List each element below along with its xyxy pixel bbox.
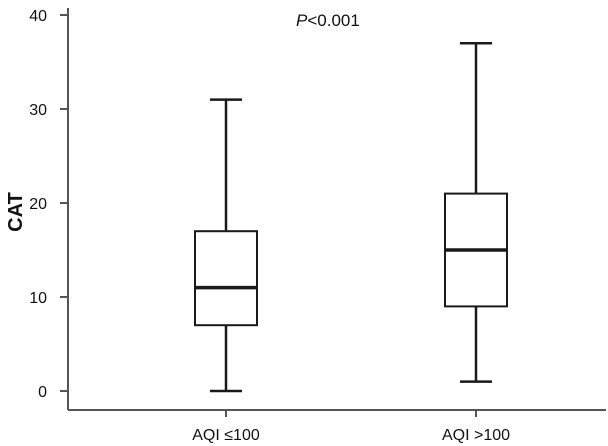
y-tick-label: 40 <box>29 8 47 25</box>
x-tick-label: AQI >100 <box>442 427 510 444</box>
y-axis-label: CAT <box>5 192 27 232</box>
p-value-annotation: P<0.001 <box>296 11 360 30</box>
y-tick-label: 0 <box>38 384 47 401</box>
box-series <box>194 41 508 393</box>
p-value-italic: P <box>296 11 308 30</box>
y-tick-label: 10 <box>29 290 47 307</box>
box-group <box>444 41 508 383</box>
p-value-text: <0.001 <box>307 11 359 30</box>
y-axis-ticks: 0 10 20 30 40 <box>29 8 68 401</box>
interquartile-box <box>194 230 258 327</box>
x-tick-label: AQI ≤100 <box>192 427 260 444</box>
box-group <box>194 98 258 393</box>
y-tick-label: 30 <box>29 102 47 119</box>
y-tick-label: 20 <box>29 196 47 213</box>
x-axis-tick-labels: AQI ≤100 AQI >100 <box>192 410 510 444</box>
y-axis: 0 10 20 30 40 <box>29 8 69 410</box>
x-axis: AQI ≤100 AQI >100 <box>68 409 606 444</box>
